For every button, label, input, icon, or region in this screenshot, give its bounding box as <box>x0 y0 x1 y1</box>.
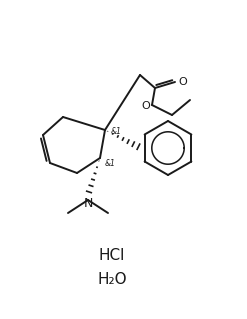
Text: &1: &1 <box>111 127 122 136</box>
Text: HCl: HCl <box>99 248 125 263</box>
Text: O: O <box>141 101 150 111</box>
Text: N: N <box>83 197 93 210</box>
Text: O: O <box>178 77 187 87</box>
Text: H₂O: H₂O <box>97 272 127 287</box>
Text: &1: &1 <box>105 159 116 167</box>
